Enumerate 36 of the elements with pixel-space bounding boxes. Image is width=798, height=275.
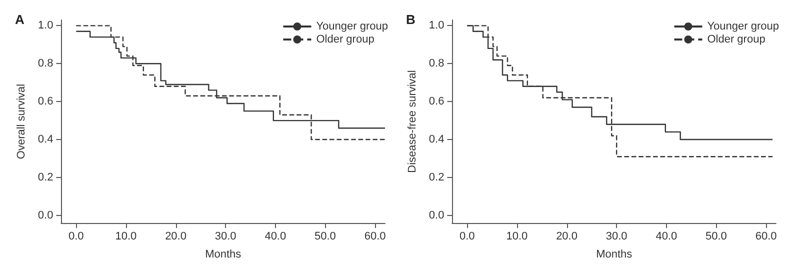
x-tick-label: 20.0 [556,230,578,242]
x-tick-label: 50.0 [314,230,336,242]
y-tick-label: 0.0 [428,209,444,222]
x-tick-label: 10.0 [506,230,528,242]
y-tick-label: 0.6 [428,96,444,108]
chart-title: A [15,12,25,27]
legend-label: Older group [316,34,374,46]
y-tick-label: 0.0 [38,209,54,222]
legend-label: Younger group [707,20,780,32]
y-tick-label: 1.0 [428,20,444,32]
y-tick-label: 0.2 [38,171,54,184]
y-axis-title: Overall survival [16,84,28,160]
y-tick-label: 1.0 [38,20,54,32]
legend-label: Younger group [316,20,388,32]
x-tick-label: 30.0 [214,230,236,242]
y-tick-label: 0.8 [38,58,54,70]
x-tick-label: 10.0 [115,230,137,242]
x-tick-label: 0.0 [459,230,475,242]
x-axis-title: Months [596,248,633,260]
x-tick-label: 40.0 [656,230,678,242]
x-tick-label: 60.0 [755,230,777,242]
x-tick-label: 20.0 [165,230,186,242]
y-axis-title: Disease-free survival [406,70,418,173]
chart-title: B [406,12,416,27]
y-tick-label: 0.2 [428,171,444,184]
legend-label: Older group [707,34,766,46]
x-tick-label: 60.0 [364,230,386,242]
y-tick-label: 0.4 [38,134,54,146]
y-tick-label: 0.4 [428,134,444,146]
x-tick-label: 30.0 [606,230,628,242]
x-tick-label: 0.0 [68,230,84,242]
x-tick-label: 40.0 [264,230,286,242]
x-tick-label: 50.0 [706,230,727,242]
x-axis-title: Months [205,248,242,260]
y-tick-label: 0.8 [428,58,444,70]
y-tick-label: 0.6 [38,96,54,108]
